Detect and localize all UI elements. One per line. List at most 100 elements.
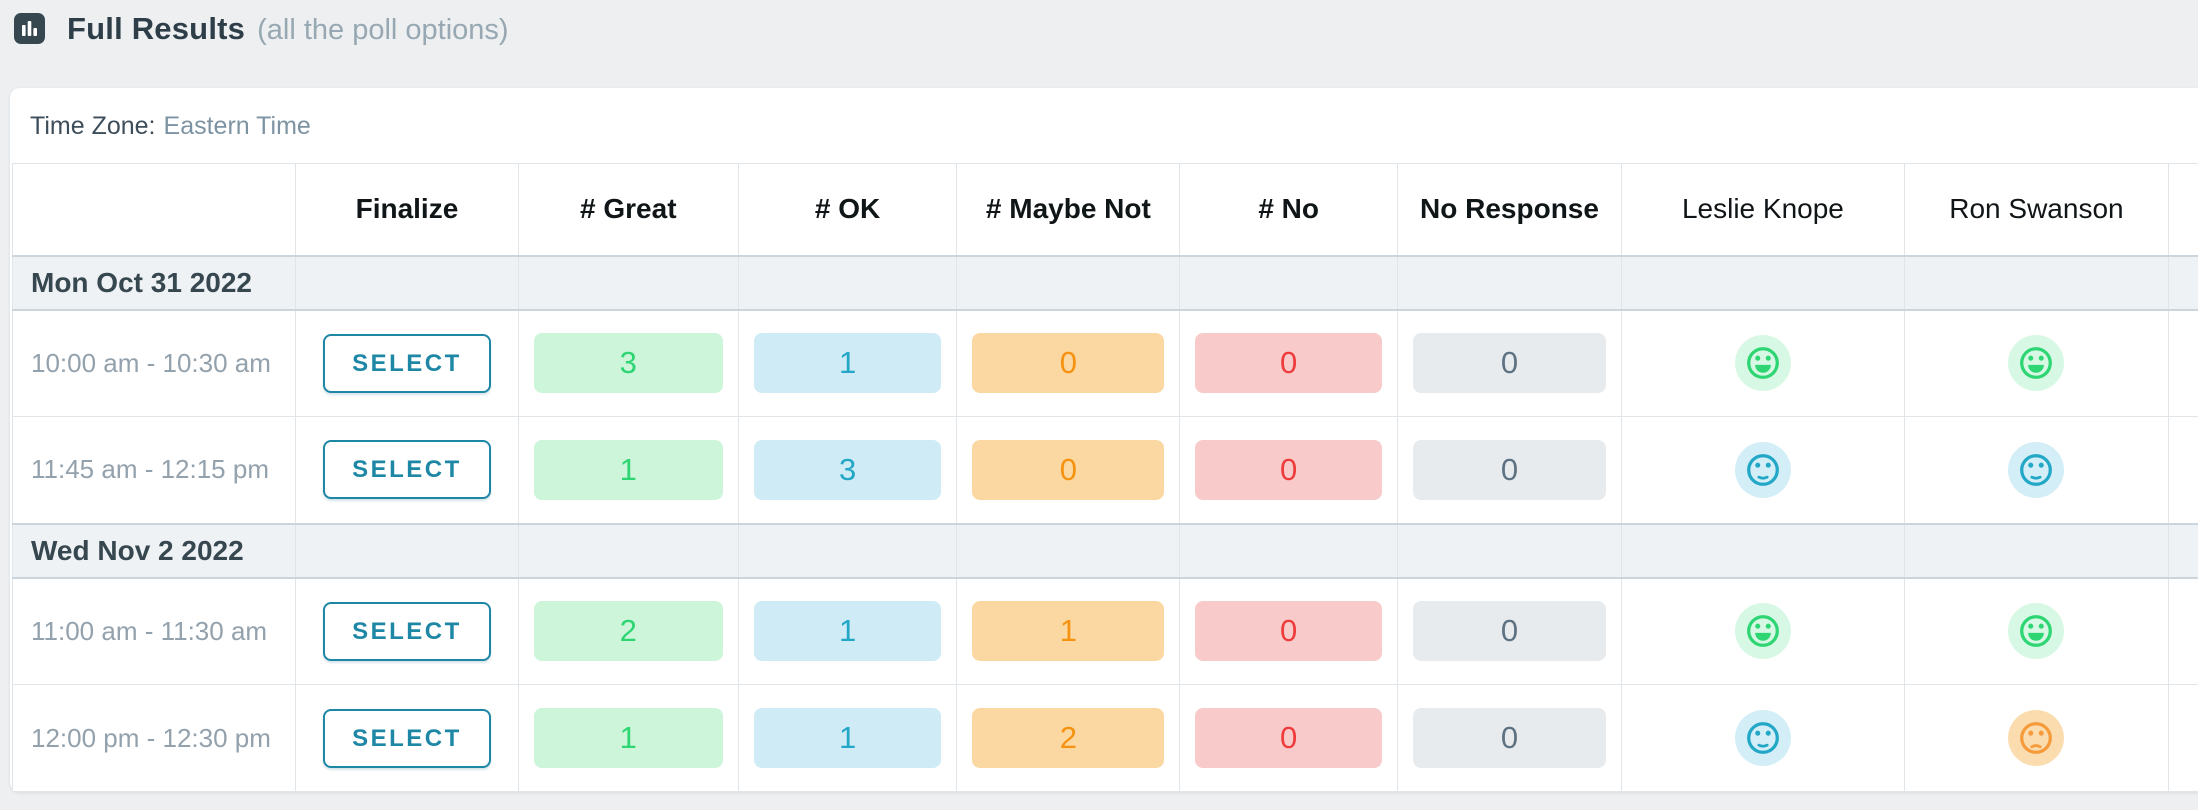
- vote-cell-ron: [1903, 577, 2169, 685]
- smiley-ok-icon: [1734, 710, 1791, 766]
- group-cell: [295, 522, 519, 579]
- group-cell: [517, 522, 739, 579]
- count-pill-ok: 3: [753, 439, 942, 500]
- count-pill-ok: 1: [753, 708, 942, 768]
- count-pill-maybe_not: 0: [972, 333, 1165, 394]
- time-slot-label: 12:00 pm - 12:30 pm: [11, 684, 297, 792]
- vote-cell-ron: [1903, 684, 2169, 792]
- time-slot-row: 11:00 am - 11:30 am SELECT 2 1 1 0 0: [11, 577, 2198, 685]
- count-cell-ok: 1: [737, 309, 958, 417]
- count-pill-maybe_not: 1: [972, 601, 1165, 662]
- vote-cell-ron: [1903, 416, 2169, 524]
- results-table: Finalize # Great # OK # Maybe Not # No No Res…: [11, 163, 2198, 792]
- vote-cell-leslie: [1620, 309, 1905, 417]
- group-cell: [956, 522, 1181, 579]
- date-group-row: Wed Nov 2 2022: [11, 522, 2198, 579]
- count-pill-no: 0: [1195, 333, 1383, 394]
- page-header: Full Results (all the poll options): [0, 0, 2198, 57]
- count-pill-no: 0: [1195, 439, 1383, 500]
- count-cell-no: 0: [1179, 684, 1399, 792]
- smiley-great-icon: [1734, 603, 1791, 660]
- column-header-overflow: [2167, 163, 2198, 256]
- count-pill-ok: 1: [753, 333, 942, 394]
- group-cell: [956, 254, 1181, 311]
- group-cell: [1179, 522, 1399, 579]
- group-date: Wed Nov 2 2022: [11, 522, 297, 579]
- group-cell: [1397, 254, 1622, 311]
- column-header-finalize: Finalize: [295, 163, 519, 256]
- column-header-time: [11, 163, 297, 256]
- timezone-value: Eastern Time: [163, 112, 311, 140]
- group-cell: [1179, 254, 1399, 311]
- time-slot-row: 10:00 am - 10:30 am SELECT 3 1 0 0 0: [11, 309, 2198, 417]
- overflow-cell: [2167, 684, 2198, 792]
- count-cell-great: 1: [517, 684, 739, 792]
- time-slot-label: 11:00 am - 11:30 am: [11, 577, 297, 685]
- count-cell-great: 1: [517, 416, 739, 524]
- page-title: Full Results: [67, 10, 246, 46]
- timezone-label: Time Zone:: [30, 112, 156, 140]
- bar-chart-icon: [14, 13, 45, 44]
- vote-cell-leslie: [1620, 577, 1905, 685]
- count-cell-maybe_not: 2: [956, 684, 1181, 792]
- smiley-ok-icon: [2008, 441, 2065, 498]
- group-cell: [1903, 522, 2169, 579]
- vote-cell-leslie: [1620, 684, 1905, 792]
- select-button[interactable]: SELECT: [322, 333, 491, 393]
- count-cell-no: 0: [1179, 577, 1399, 685]
- count-cell-no_response: 0: [1397, 309, 1622, 417]
- finalize-cell: SELECT: [295, 309, 519, 417]
- count-pill-no: 0: [1195, 601, 1383, 662]
- group-cell: [1620, 522, 1905, 579]
- count-cell-ok: 1: [737, 577, 958, 685]
- select-button[interactable]: SELECT: [322, 601, 491, 661]
- group-cell: [1620, 254, 1905, 311]
- count-pill-no_response: 0: [1413, 333, 1606, 394]
- group-cell: [517, 254, 739, 311]
- count-pill-no_response: 0: [1413, 708, 1606, 768]
- smiley-great-icon: [2008, 603, 2065, 660]
- smiley-maybe_not-icon: [2008, 710, 2065, 766]
- column-header-maybe_not: # Maybe Not: [956, 163, 1181, 256]
- column-header-ok: # OK: [737, 163, 958, 256]
- count-pill-maybe_not: 0: [972, 439, 1165, 500]
- time-slot-label: 10:00 am - 10:30 am: [11, 309, 297, 417]
- smiley-great-icon: [2008, 335, 2065, 392]
- count-cell-no_response: 0: [1397, 684, 1622, 792]
- results-card: Time Zone: Eastern Time Finalize # Great # …: [10, 88, 2198, 792]
- smiley-great-icon: [1734, 335, 1791, 392]
- column-header-no_response: No Response: [1397, 163, 1622, 256]
- count-cell-no_response: 0: [1397, 416, 1622, 524]
- overflow-cell: [2167, 416, 2198, 524]
- group-cell: [1903, 254, 2169, 311]
- group-cell: [1397, 522, 1622, 579]
- count-pill-great: 3: [533, 333, 723, 394]
- vote-cell-ron: [1903, 309, 2169, 417]
- finalize-cell: SELECT: [295, 577, 519, 685]
- count-cell-maybe_not: 0: [956, 309, 1181, 417]
- header-row: Finalize # Great # OK # Maybe Not # No No Res…: [11, 163, 2198, 256]
- finalize-cell: SELECT: [295, 416, 519, 524]
- group-cell: [2167, 522, 2198, 579]
- smiley-ok-icon: [1734, 441, 1791, 498]
- count-pill-no_response: 0: [1413, 601, 1606, 662]
- select-button[interactable]: SELECT: [322, 440, 491, 500]
- count-cell-great: 2: [517, 577, 739, 685]
- column-header-ron: Ron Swanson: [1903, 163, 2169, 256]
- date-group-row: Mon Oct 31 2022: [11, 254, 2198, 311]
- select-button[interactable]: SELECT: [322, 708, 491, 768]
- count-cell-maybe_not: 1: [956, 577, 1181, 685]
- column-header-great: # Great: [517, 163, 739, 256]
- count-cell-no: 0: [1179, 309, 1399, 417]
- group-cell: [2167, 254, 2198, 311]
- column-header-leslie: Leslie Knope: [1620, 163, 1905, 256]
- count-cell-maybe_not: 0: [956, 416, 1181, 524]
- group-date: Mon Oct 31 2022: [11, 254, 297, 311]
- count-cell-ok: 1: [737, 684, 958, 792]
- count-pill-great: 1: [533, 708, 723, 768]
- time-slot-row: 12:00 pm - 12:30 pm SELECT 1 1 2 0 0: [11, 684, 2198, 792]
- count-cell-no_response: 0: [1397, 577, 1622, 685]
- finalize-cell: SELECT: [295, 684, 519, 792]
- count-cell-no: 0: [1179, 416, 1399, 524]
- count-pill-ok: 1: [753, 601, 942, 662]
